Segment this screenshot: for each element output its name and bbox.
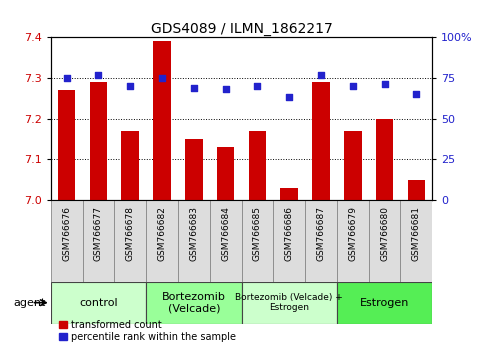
Bar	[242, 200, 273, 281]
Text: Estrogen: Estrogen	[360, 298, 409, 308]
Bar	[121, 131, 139, 200]
Point	[95, 72, 102, 78]
Bar	[369, 200, 400, 281]
Point	[285, 95, 293, 100]
Point	[127, 83, 134, 89]
Bar	[249, 131, 266, 200]
Bar	[210, 200, 242, 281]
Text: Bortezomib
(Velcade): Bortezomib (Velcade)	[162, 292, 226, 314]
Point	[222, 86, 229, 92]
Bar	[178, 200, 210, 281]
Bar	[153, 41, 171, 200]
Point	[349, 83, 356, 89]
Text: GSM766686: GSM766686	[284, 206, 294, 261]
Text: GSM766681: GSM766681	[412, 206, 421, 261]
Point	[317, 72, 325, 78]
Text: GSM766687: GSM766687	[316, 206, 326, 261]
Point	[63, 75, 71, 81]
Point	[254, 83, 261, 89]
Bar	[146, 281, 242, 324]
Bar	[51, 281, 146, 324]
Bar	[337, 200, 369, 281]
Bar	[281, 188, 298, 200]
Bar	[185, 139, 202, 200]
Bar	[312, 82, 330, 200]
Bar	[83, 200, 114, 281]
Text: GSM766685: GSM766685	[253, 206, 262, 261]
Bar	[58, 90, 75, 200]
Text: GSM766676: GSM766676	[62, 206, 71, 261]
Legend: transformed count, percentile rank within the sample: transformed count, percentile rank withi…	[56, 316, 240, 346]
Text: GSM766678: GSM766678	[126, 206, 135, 261]
Bar	[273, 200, 305, 281]
Text: GSM766682: GSM766682	[157, 206, 167, 261]
Bar	[344, 131, 362, 200]
Point	[412, 91, 420, 97]
Bar	[114, 200, 146, 281]
Text: agent: agent	[14, 298, 46, 308]
Bar	[51, 200, 83, 281]
Point	[158, 75, 166, 81]
Text: GSM766679: GSM766679	[348, 206, 357, 261]
Point	[381, 81, 388, 87]
Text: GSM766677: GSM766677	[94, 206, 103, 261]
Bar	[408, 180, 425, 200]
Point	[190, 85, 198, 91]
Text: Bortezomib (Velcade) +
Estrogen: Bortezomib (Velcade) + Estrogen	[235, 293, 343, 312]
Text: GSM766683: GSM766683	[189, 206, 199, 261]
Text: GSM766684: GSM766684	[221, 206, 230, 261]
Bar	[376, 119, 393, 200]
Bar	[305, 200, 337, 281]
Title: GDS4089 / ILMN_1862217: GDS4089 / ILMN_1862217	[151, 22, 332, 36]
Bar	[337, 281, 432, 324]
Text: control: control	[79, 298, 118, 308]
Text: GSM766680: GSM766680	[380, 206, 389, 261]
Bar	[146, 200, 178, 281]
Bar	[217, 147, 234, 200]
Bar	[242, 281, 337, 324]
Bar	[400, 200, 432, 281]
Bar	[90, 82, 107, 200]
